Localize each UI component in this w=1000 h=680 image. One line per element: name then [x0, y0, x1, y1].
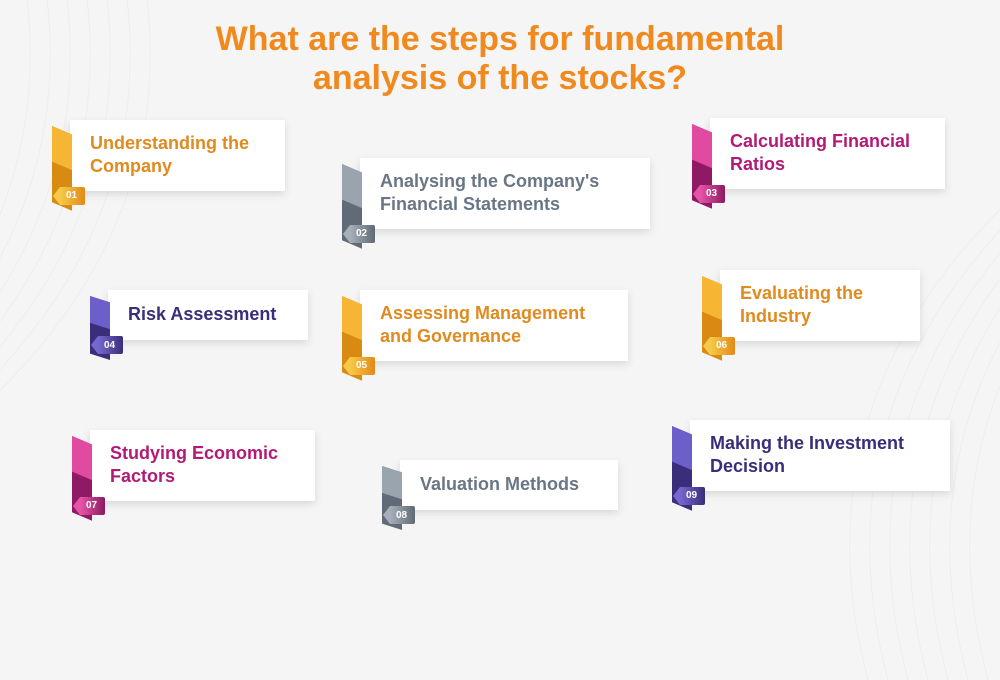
step-text: Analysing the Company's Financial Statem…	[380, 170, 634, 217]
step-text: Understanding the Company	[90, 132, 269, 179]
step-text: Risk Assessment	[128, 303, 276, 326]
step-card-05: Assessing Management and Governance05	[360, 290, 628, 361]
step-card-07: Studying Economic Factors07	[90, 430, 315, 501]
step-card-02: Analysing the Company's Financial Statem…	[360, 158, 650, 229]
title-line-2: analysis of the stocks?	[313, 59, 687, 97]
step-number-badge: 07	[80, 497, 105, 515]
step-card-08: Valuation Methods08	[400, 460, 618, 510]
step-number-badge: 02	[350, 225, 375, 243]
step-number-badge: 04	[98, 336, 123, 354]
step-number-badge: 09	[680, 487, 705, 505]
step-text: Making the Investment Decision	[710, 432, 934, 479]
step-card-06: Evaluating the Industry06	[720, 270, 920, 341]
step-card-04: Risk Assessment04	[108, 290, 308, 340]
step-number-badge: 01	[60, 187, 85, 205]
title-line-1: What are the steps for fundamental	[216, 20, 785, 58]
page-title: What are the steps for fundamental analy…	[0, 20, 1000, 98]
step-text: Studying Economic Factors	[110, 442, 299, 489]
step-text: Valuation Methods	[420, 473, 579, 496]
step-number-badge: 06	[710, 337, 735, 355]
step-text: Calculating Financial Ratios	[730, 130, 929, 177]
step-card-01: Understanding the Company01	[70, 120, 285, 191]
step-card-09: Making the Investment Decision09	[690, 420, 950, 491]
step-text: Assessing Management and Governance	[380, 302, 612, 349]
step-card-03: Calculating Financial Ratios03	[710, 118, 945, 189]
step-number-badge: 08	[390, 506, 415, 524]
step-text: Evaluating the Industry	[740, 282, 904, 329]
step-number-badge: 05	[350, 357, 375, 375]
step-number-badge: 03	[700, 185, 725, 203]
